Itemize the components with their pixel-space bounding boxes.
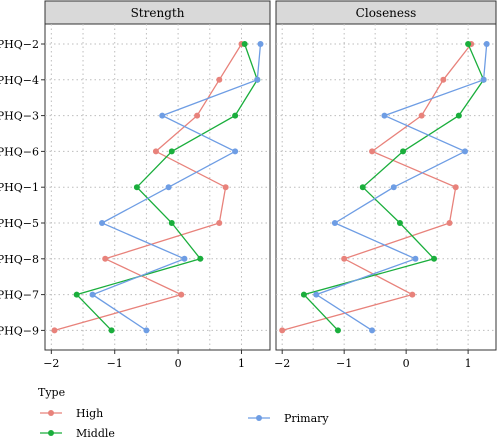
- data-point-primary: [480, 76, 487, 83]
- data-point-middle: [108, 327, 115, 334]
- data-point-primary: [412, 255, 419, 262]
- data-point-primary: [165, 184, 172, 191]
- data-point-primary: [381, 112, 388, 119]
- data-point-high: [222, 184, 229, 191]
- x-tick-label: 1: [465, 357, 472, 370]
- data-point-middle: [73, 291, 80, 298]
- data-point-middle: [455, 112, 462, 119]
- data-point-high: [178, 291, 185, 298]
- data-point-middle: [359, 184, 366, 191]
- data-point-middle: [241, 41, 248, 47]
- data-point-high: [51, 327, 58, 334]
- x-tick-label: −1: [336, 357, 352, 370]
- panel-title-0: Strength: [131, 6, 185, 20]
- y-tick-label: PHQ−2: [0, 38, 39, 51]
- data-point-high: [102, 255, 109, 262]
- data-point-middle: [197, 255, 204, 262]
- data-point-high: [452, 184, 459, 191]
- x-tick-label: 0: [175, 357, 182, 370]
- data-point-primary: [331, 220, 338, 226]
- data-point-middle: [431, 255, 438, 262]
- data-point-high: [216, 76, 223, 83]
- data-point-middle: [300, 291, 307, 298]
- x-tick-label: −2: [43, 357, 59, 370]
- data-point-middle: [465, 41, 472, 47]
- data-point-high: [279, 327, 286, 334]
- x-tick-label: −2: [274, 357, 290, 370]
- y-tick-label: PHQ−8: [0, 253, 39, 266]
- data-point-middle: [168, 220, 175, 226]
- data-point-primary: [232, 148, 239, 155]
- y-tick-label: PHQ−5: [0, 217, 39, 230]
- data-point-middle: [396, 220, 403, 226]
- data-point-primary: [181, 255, 188, 262]
- data-point-middle: [168, 148, 175, 155]
- data-point-primary: [313, 291, 320, 298]
- data-point-middle: [334, 327, 341, 334]
- legend-label-primary: Primary: [284, 412, 329, 425]
- data-point-middle: [133, 184, 140, 191]
- data-point-primary: [390, 184, 397, 191]
- legend-key-point-high: [48, 410, 54, 416]
- y-tick-label: PHQ−1: [0, 181, 39, 194]
- data-point-high: [216, 220, 223, 226]
- x-tick-label: 0: [403, 357, 410, 370]
- data-point-high: [440, 76, 447, 83]
- y-tick-label: PHQ−6: [0, 145, 39, 158]
- data-point-high: [446, 220, 453, 226]
- legend-label-high: High: [76, 407, 103, 420]
- data-point-primary: [89, 291, 96, 298]
- legend-key-point-middle: [48, 430, 54, 436]
- legend: Type High Middle Primary: [38, 386, 329, 440]
- y-tick-label: PHQ−3: [0, 110, 39, 123]
- legend-title: Type: [38, 386, 65, 399]
- data-point-middle: [400, 148, 407, 155]
- data-point-high: [341, 255, 348, 262]
- data-point-high: [418, 112, 425, 119]
- y-tick-label: PHQ−9: [0, 324, 39, 337]
- data-point-middle: [232, 112, 239, 119]
- data-point-primary: [257, 41, 264, 47]
- data-point-high: [369, 148, 376, 155]
- x-tick-label: −1: [107, 357, 123, 370]
- legend-label-middle: Middle: [76, 427, 115, 440]
- data-point-high: [409, 291, 416, 298]
- data-point-primary: [254, 76, 261, 83]
- data-point-primary: [159, 112, 166, 119]
- data-point-primary: [143, 327, 150, 334]
- panel-title-1: Closeness: [356, 6, 417, 20]
- legend-key-point-primary: [256, 415, 262, 421]
- data-point-primary: [369, 327, 376, 334]
- data-point-high: [194, 112, 201, 119]
- panels-layer: Strength −2 −1 0 1 PHQ−2 PHQ−4 PHQ−3 PHQ−6 PHQ−1 P…: [0, 0, 497, 370]
- data-point-primary: [99, 220, 106, 226]
- data-point-primary: [483, 41, 490, 47]
- x-tick-label: 1: [238, 357, 245, 370]
- y-tick-label: PHQ−7: [0, 289, 39, 302]
- data-point-primary: [462, 148, 469, 155]
- y-tick-label: PHQ−4: [0, 74, 39, 87]
- data-point-high: [152, 148, 159, 155]
